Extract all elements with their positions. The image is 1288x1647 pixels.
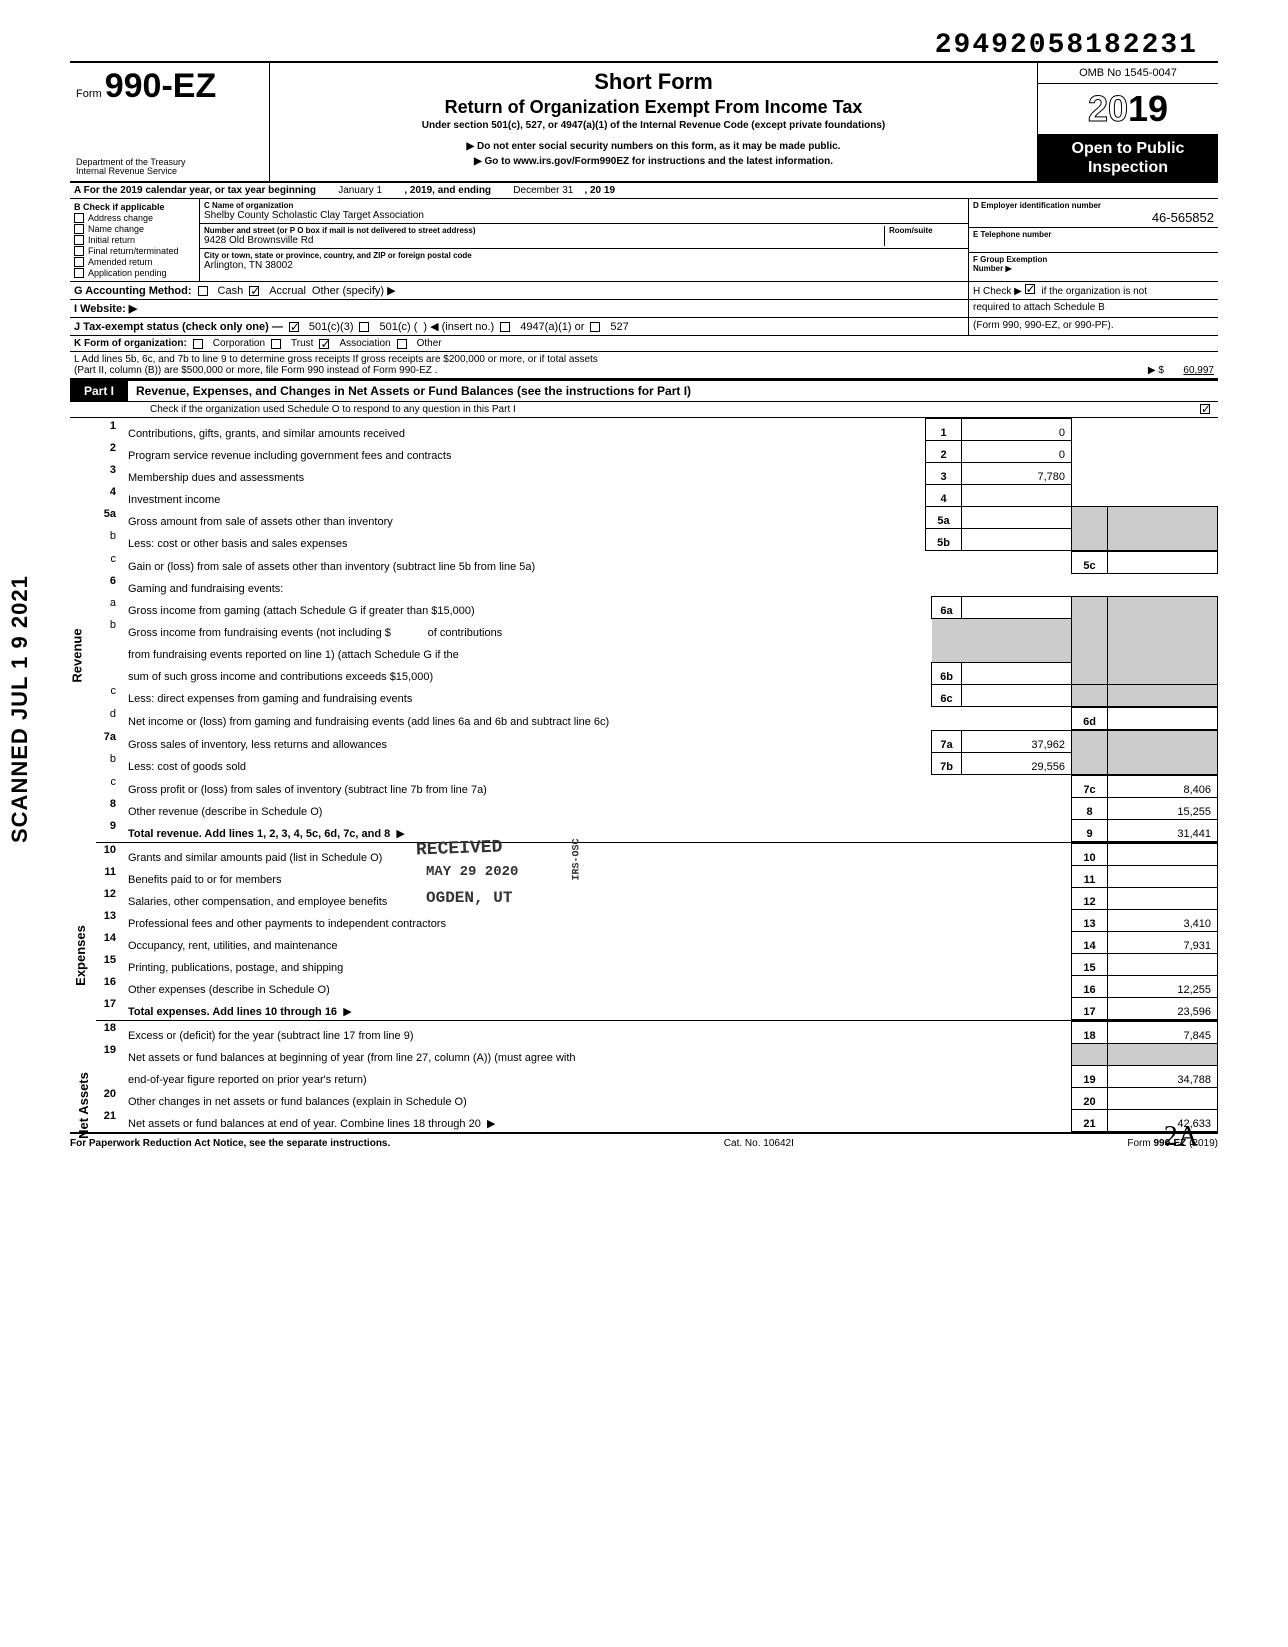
chk-corporation[interactable] (193, 339, 203, 349)
ssn-warning: ▶ Do not enter social security numbers o… (280, 141, 1027, 152)
chk-name-change[interactable] (74, 224, 84, 234)
org-name-label: C Name of organization (204, 201, 964, 210)
expenses-side-label: Expenses (73, 926, 88, 987)
stamp-irs: IRS-OSC (571, 838, 584, 880)
val-2: 0 (962, 441, 1072, 463)
scanned-stamp: SCANNED JUL 1 9 2021 (7, 575, 33, 843)
val-21: 42,633 (1108, 1109, 1218, 1131)
chk-application-pending[interactable] (74, 268, 84, 278)
val-7c: 8,406 (1108, 775, 1218, 797)
val-17: 23,596 (1108, 997, 1218, 1019)
chk-accrual[interactable] (249, 286, 259, 296)
val-11 (1108, 865, 1218, 887)
ein-label: D Employer identification number (973, 201, 1214, 210)
val-19: 34,788 (1108, 1065, 1218, 1087)
room-label: Room/suite (889, 226, 964, 235)
val-14: 7,931 (1108, 931, 1218, 953)
chk-501c[interactable] (359, 322, 369, 332)
line-h-label: H Check ▶ (973, 286, 1022, 297)
chk-initial-return[interactable] (74, 235, 84, 245)
document-id: 29492058182231 (70, 30, 1218, 61)
city-label: City or town, state or province, country… (204, 251, 964, 260)
val-3: 7,780 (962, 463, 1072, 485)
stamp-ogden: OGDEN, UT (426, 888, 512, 909)
val-13: 3,410 (1108, 909, 1218, 931)
street-label: Number and street (or P O box if mail is… (204, 226, 884, 235)
chk-association[interactable] (319, 339, 329, 349)
chk-trust[interactable] (271, 339, 281, 349)
chk-schedule-o[interactable] (1200, 404, 1210, 414)
line-a-tax-year: A For the 2019 calendar year, or tax yea… (70, 183, 1218, 199)
chk-final-return[interactable] (74, 246, 84, 256)
initials-signature: 2A (1164, 1121, 1198, 1153)
form-header: Form 990-EZ Department of the Treasury I… (70, 61, 1218, 183)
block-b-checkboxes: B Check if applicable Address change Nam… (70, 199, 200, 281)
form-number: Form 990-EZ (76, 67, 263, 106)
line-g-label: G Accounting Method: (74, 285, 192, 297)
val-9: 31,441 (1108, 819, 1218, 841)
line-l-text2: (Part II, column (B)) are $500,000 or mo… (74, 365, 598, 376)
form-title-long: Return of Organization Exempt From Incom… (280, 97, 1027, 118)
revenue-table: 1Contributions, gifts, grants, and simil… (96, 418, 1218, 551)
chk-527[interactable] (590, 322, 600, 332)
revenue-side-label: Revenue (70, 629, 85, 683)
instructions-url: ▶ Go to www.irs.gov/Form990EZ for instru… (280, 156, 1027, 167)
netassets-side-label: Net Assets (76, 1073, 91, 1140)
stamp-received: RECEIVED (416, 836, 503, 862)
open-public-badge: Open to Public Inspection (1038, 135, 1218, 181)
ein-value: 46-565852 (973, 210, 1214, 225)
netassets-table: 18Excess or (deficit) for the year (subt… (96, 1021, 1218, 1132)
val-1: 0 (962, 419, 1072, 441)
val-7b: 29,556 (962, 752, 1072, 774)
line-l-value: 60,997 (1183, 365, 1214, 376)
org-name: Shelby County Scholastic Clay Target Ass… (204, 210, 964, 221)
group-exemption-label: F Group Exemption (973, 255, 1214, 264)
chk-address-change[interactable] (74, 213, 84, 223)
chk-4947[interactable] (500, 322, 510, 332)
phone-label: E Telephone number (973, 230, 1214, 239)
chk-amended-return[interactable] (74, 257, 84, 267)
part1-tab: Part I (70, 381, 128, 401)
val-15 (1108, 953, 1218, 975)
val-10 (1108, 843, 1218, 865)
tax-year: 2019 (1038, 84, 1218, 135)
val-8: 15,255 (1108, 797, 1218, 819)
city-state-zip: Arlington, TN 38002 (204, 260, 964, 271)
form-subtitle: Under section 501(c), 527, or 4947(a)(1)… (280, 120, 1027, 131)
chk-schedule-b[interactable] (1025, 284, 1035, 294)
form-title-short: Short Form (280, 69, 1027, 95)
val-4 (962, 485, 1072, 507)
val-20 (1108, 1087, 1218, 1109)
val-5c (1108, 552, 1218, 574)
val-12 (1108, 887, 1218, 909)
footer-cat: Cat. No. 10642I (724, 1138, 794, 1149)
street-address: 9428 Old Brownsville Rd (204, 235, 884, 246)
chk-501c3[interactable] (289, 322, 299, 332)
val-18: 7,845 (1108, 1021, 1218, 1043)
expenses-table: 10Grants and similar amounts paid (list … (96, 843, 1218, 1020)
omb-number: OMB No 1545-0047 (1038, 63, 1218, 84)
line-j-label: J Tax-exempt status (check only one) — (74, 321, 283, 333)
chk-cash[interactable] (198, 286, 208, 296)
line-k-label: K Form of organization: (74, 338, 187, 349)
val-7a: 37,962 (962, 730, 1072, 752)
part1-title: Revenue, Expenses, and Changes in Net As… (128, 381, 1218, 401)
val-16: 12,255 (1108, 975, 1218, 997)
chk-other-org[interactable] (397, 339, 407, 349)
val-6d (1108, 707, 1218, 729)
line-i-website: I Website: ▶ (74, 303, 137, 315)
part1-check-line: Check if the organization used Schedule … (150, 404, 516, 415)
dept-treasury: Department of the Treasury Internal Reve… (76, 158, 263, 178)
line-l-text1: L Add lines 5b, 6c, and 7b to line 9 to … (74, 354, 598, 365)
footer-paperwork: For Paperwork Reduction Act Notice, see … (70, 1138, 390, 1149)
stamp-date: MAY 29 2020 (426, 863, 518, 881)
